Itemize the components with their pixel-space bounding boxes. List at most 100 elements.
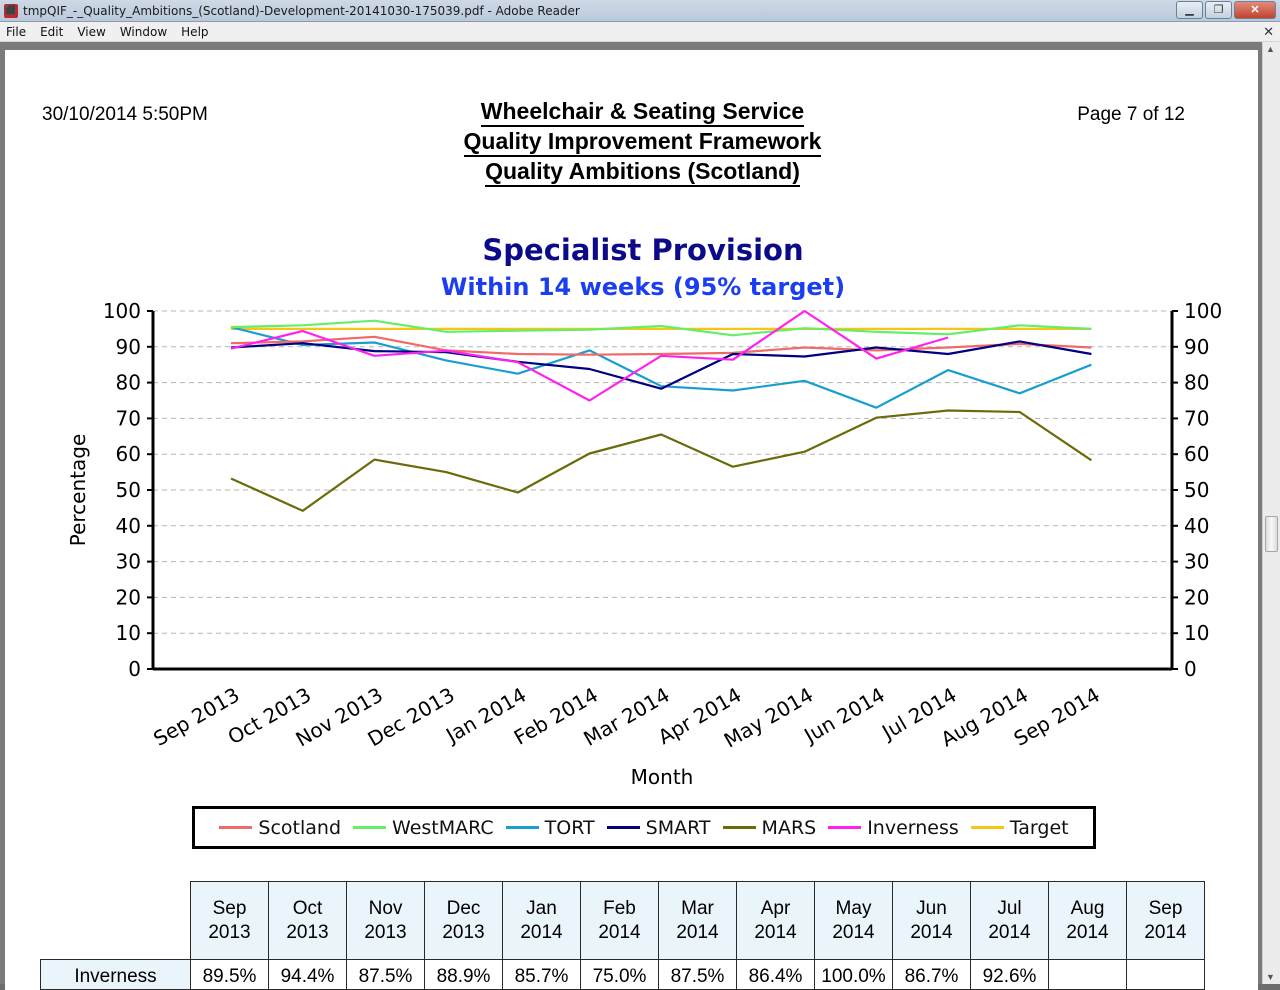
table-cell: 87.5% (658, 959, 737, 990)
legend-label: Scotland (258, 816, 342, 839)
table-column-header: Oct 2013 (268, 881, 347, 960)
table-column-header: Sep 2014 (1126, 881, 1205, 960)
vertical-scrollbar[interactable]: ▲ ▼ (1262, 42, 1280, 984)
y-tick-label-left: 90 (116, 335, 141, 359)
table-row: Inverness 89.5% 94.4% 87.5% 88.9% 85.7% 75.0% 8… (40, 959, 1205, 990)
scroll-up-icon[interactable]: ▲ (1266, 44, 1275, 54)
report-title-2: Quality Improvement Framework (463, 128, 822, 157)
y-tick-label-right: 100 (1184, 299, 1222, 323)
table-cell: 75.0% (580, 959, 659, 990)
legend-swatch (353, 826, 387, 829)
minimize-button[interactable]: ▁ (1176, 1, 1203, 19)
table-cell: 86.7% (892, 959, 971, 990)
table-cell: 86.4% (736, 959, 815, 990)
table-column-header: Apr 2014 (736, 881, 815, 960)
y-tick-label-left: 20 (116, 585, 141, 609)
table-column-header: Jul 2014 (970, 881, 1049, 960)
chart-title: Specialist Provision (482, 233, 803, 267)
y-tick-label-right: 30 (1184, 550, 1209, 574)
table-corner (40, 881, 191, 960)
title-bar: ⬛ tmpQIF_-_Quality_Ambitions_(Scotland)-… (0, 0, 1280, 22)
line-chart: Specialist Provision Within 14 weeks (95… (66, 233, 1222, 789)
table-column-header: Nov 2013 (346, 881, 425, 960)
table-header-row: Sep 2013 Oct 2013 Nov 2013 Dec 2013 Jan 2014 Feb 20… (40, 881, 1205, 960)
y-tick-label-right: 50 (1184, 478, 1209, 502)
window-title: tmpQIF_-_Quality_Ambitions_(Scotland)-De… (23, 3, 580, 18)
table-column-header: Jan 2014 (502, 881, 581, 960)
document-close-icon[interactable]: ✕ (1263, 24, 1274, 39)
maximize-button[interactable]: ❐ (1205, 1, 1232, 19)
legend-label: MARS (761, 816, 817, 839)
x-tick-label: Jun 2014 (798, 683, 888, 749)
legend-swatch (828, 826, 862, 829)
legend-swatch (606, 826, 640, 829)
legend-item-inverness: Inverness (828, 817, 959, 839)
y-tick-label-left: 100 (103, 299, 141, 323)
y-tick-label-right: 40 (1184, 514, 1209, 538)
series-line-scotland (230, 335, 1092, 356)
x-axis-label: Month (631, 765, 694, 789)
table-cell: 88.9% (424, 959, 503, 990)
y-tick-label-right: 70 (1184, 406, 1209, 430)
report-title-3: Quality Ambitions (Scotland) (485, 158, 800, 187)
report-title-block: Wheelchair & Seating Service Quality Imp… (5, 96, 1280, 187)
table-cell: 100.0% (814, 959, 893, 990)
legend-label: Target (1009, 816, 1069, 839)
report-title-1: Wheelchair & Seating Service (480, 98, 805, 127)
legend-swatch (505, 826, 539, 829)
table-cell: 94.4% (268, 959, 347, 990)
table-cell: 85.7% (502, 959, 581, 990)
legend-label: SMART (645, 816, 711, 839)
legend-label: TORT (544, 816, 595, 839)
menu-file[interactable]: File (6, 24, 27, 39)
pdf-icon: ⬛ (4, 3, 18, 18)
y-tick-label-right: 10 (1184, 621, 1209, 645)
legend-item-tort: TORT (505, 816, 595, 839)
page-number: Page 7 of 12 (1077, 104, 1185, 125)
menu-help[interactable]: Help (181, 24, 209, 39)
y-tick-label-left: 0 (128, 657, 141, 681)
table-cell (1048, 959, 1127, 990)
legend-label: WestMARC (392, 816, 494, 839)
legend-item-target: Target (970, 816, 1069, 839)
legend-item-smart: SMART (606, 816, 711, 839)
window-controls: ▁ ❐ ✕ (1176, 1, 1276, 19)
table-column-header: Feb 2014 (580, 881, 659, 960)
legend-item-mars: MARS (722, 816, 817, 839)
table-column-header: Jun 2014 (892, 881, 971, 960)
y-tick-label-right: 0 (1184, 657, 1197, 681)
table-row-label: Inverness (40, 959, 191, 990)
table-cell: 89.5% (190, 959, 269, 990)
menu-window[interactable]: Window (119, 24, 168, 39)
chart-legend: Scotland WestMARC TORT SMART MARS Inverness Ta… (192, 806, 1096, 849)
table-column-header: Aug 2014 (1048, 881, 1127, 960)
y-axis-label: Percentage (66, 434, 90, 547)
table-cell: 92.6% (970, 959, 1049, 990)
table-column-header: May 2014 (814, 881, 893, 960)
legend-swatch (970, 826, 1004, 829)
y-tick-label-right: 80 (1184, 371, 1209, 395)
table-cell (1126, 959, 1205, 990)
scroll-thumb[interactable] (1265, 516, 1278, 552)
y-tick-label-right: 60 (1184, 442, 1209, 466)
legend-label: Inverness (867, 816, 959, 839)
chart-subtitle: Within 14 weeks (95% target) (441, 273, 845, 301)
series-line-inverness (230, 309, 949, 402)
table-column-header: Sep 2013 (190, 881, 269, 960)
table-cell: 87.5% (346, 959, 425, 990)
y-tick-label-left: 60 (116, 442, 141, 466)
scroll-down-icon[interactable]: ▼ (1266, 972, 1275, 982)
close-button[interactable]: ✕ (1234, 1, 1276, 19)
menu-view[interactable]: View (77, 24, 106, 39)
legend-swatch (722, 826, 756, 829)
series-line-smart (230, 340, 1092, 390)
y-tick-label-left: 70 (116, 406, 141, 430)
y-tick-label-right: 20 (1184, 585, 1209, 609)
x-tick-label: Sep 2013 (149, 683, 243, 751)
table-column-header: Dec 2013 (424, 881, 503, 960)
legend-item-scotland: Scotland (219, 817, 341, 839)
y-tick-label-left: 80 (116, 371, 141, 395)
y-tick-label-left: 10 (116, 621, 141, 645)
menu-edit[interactable]: Edit (40, 24, 64, 39)
series-line-mars (230, 409, 1093, 512)
